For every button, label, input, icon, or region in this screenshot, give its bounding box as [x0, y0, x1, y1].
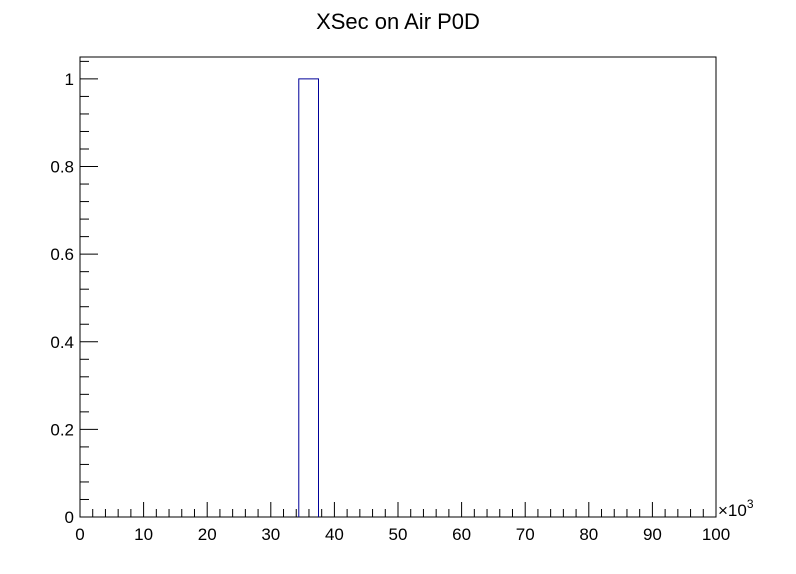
y-axis-tick-labels: 0 0.2 0.4 0.6 0.8 1	[50, 70, 74, 527]
x-axis-ticks	[79, 502, 717, 517]
x-tick-label: 100	[702, 525, 730, 544]
histogram-bars	[298, 78, 319, 517]
x-tick-label: 20	[198, 525, 217, 544]
y-tick-label: 0	[65, 508, 74, 527]
x-tick-label: 70	[516, 525, 535, 544]
y-axis-ticks	[80, 60, 98, 518]
x-tick-label: 10	[134, 525, 153, 544]
x-tick-label: 90	[643, 525, 662, 544]
x-axis-multiplier-exponent: 3	[747, 497, 754, 511]
chart-title: XSec on Air P0D	[316, 9, 480, 34]
x-tick-label: 40	[325, 525, 344, 544]
y-tick-label: 0.6	[50, 245, 74, 264]
x-tick-label: 50	[389, 525, 408, 544]
y-tick-label: 0.2	[50, 420, 74, 439]
plot-border	[79, 56, 717, 518]
x-tick-label: 80	[579, 525, 598, 544]
x-tick-label: 60	[452, 525, 471, 544]
x-axis-multiplier: ×103	[718, 497, 754, 520]
x-tick-label: 0	[75, 525, 84, 544]
y-tick-label: 0.8	[50, 158, 74, 177]
plot-frame	[79, 56, 717, 518]
y-tick-label: 0.4	[50, 333, 74, 352]
x-axis-multiplier-base: ×10	[718, 501, 747, 520]
histogram-bar	[298, 78, 319, 517]
x-axis-tick-labels: 0 10 20 30 40 50 60 70 80 90 100	[75, 525, 730, 544]
y-tick-label: 1	[65, 70, 74, 89]
x-tick-label: 30	[261, 525, 280, 544]
